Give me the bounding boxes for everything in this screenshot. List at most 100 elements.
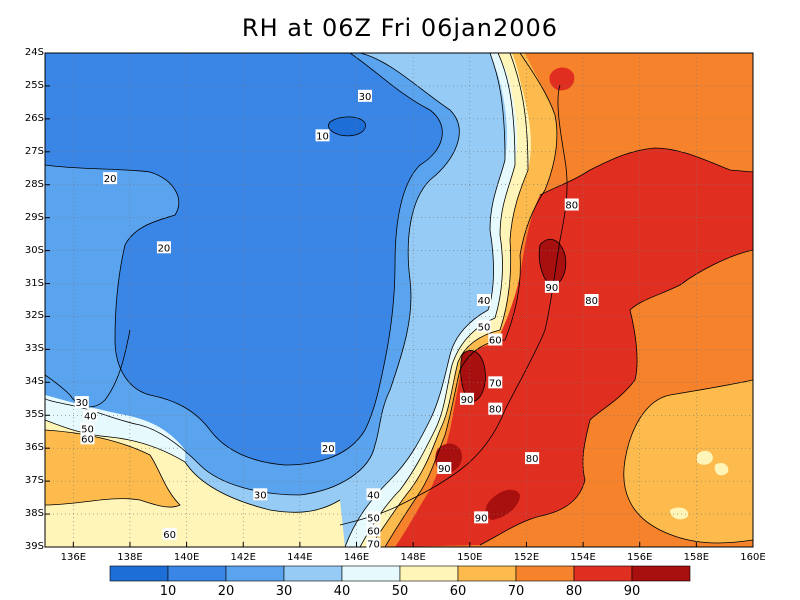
svg-text:80: 80	[585, 296, 598, 307]
contour-label: 80	[525, 452, 540, 465]
rh-band-east-90-100-se	[485, 489, 520, 520]
axis-ticks	[45, 52, 754, 548]
contour-label: 40	[366, 488, 381, 501]
contour-label: 50	[366, 511, 381, 524]
svg-text:20: 20	[158, 243, 171, 254]
svg-text:30: 30	[359, 92, 372, 103]
colorbar-swatch	[167, 565, 227, 582]
rh-band-far-east-60-70	[623, 380, 753, 543]
lat-label: 29S	[24, 211, 44, 223]
lat-label: 34S	[24, 376, 44, 388]
contour-label: 90	[474, 511, 489, 524]
rh-band-west-60-70	[45, 430, 180, 508]
contour-label: 90	[437, 461, 452, 475]
svg-text:80: 80	[526, 454, 539, 465]
svg-text:90: 90	[461, 395, 474, 406]
svg-text:60: 60	[163, 530, 176, 541]
contour-label: 30	[74, 396, 89, 409]
rh-band-far-east-50-60-c	[670, 507, 689, 520]
colorbar-swatch	[283, 565, 343, 582]
contour-label: 20	[156, 241, 171, 254]
colorbar-swatch	[109, 565, 169, 582]
contour-label: 30	[253, 488, 268, 501]
colorbar-label: 90	[623, 584, 641, 599]
map-title: RH at 06Z Fri 06jan2006	[241, 14, 559, 42]
lon-label: 146E	[343, 552, 370, 563]
contour-label: 20	[321, 442, 336, 455]
contour-label: 70	[366, 537, 381, 551]
svg-text:40: 40	[478, 296, 491, 307]
rh-band-east-90-100-central	[460, 350, 486, 402]
lon-label: 158E	[683, 552, 710, 563]
colorbar-label: 30	[275, 584, 293, 599]
contour-label: 60	[162, 527, 177, 541]
lat-label: 30S	[24, 244, 44, 256]
rh-band-east-90-100-ne	[549, 67, 575, 91]
colorbar-label: 80	[565, 584, 583, 599]
svg-text:60: 60	[81, 434, 94, 445]
contour-label: 70	[488, 376, 503, 389]
colorbar	[109, 565, 691, 582]
colorbar-label: 20	[217, 584, 235, 599]
svg-text:70: 70	[367, 540, 380, 551]
colorbar-swatch	[573, 565, 633, 582]
svg-text:40: 40	[84, 411, 97, 422]
svg-text:30: 30	[75, 398, 88, 409]
lat-label: 24S	[24, 47, 44, 58]
lat-label: 31S	[24, 277, 44, 289]
contour-label: 90	[459, 392, 474, 406]
rh-band-far-east-50-60-b	[714, 462, 729, 476]
lat-label: 33S	[24, 343, 44, 355]
lat-label: 25S	[24, 79, 44, 91]
contour-label: 20	[103, 172, 118, 185]
rh-band-0-10	[328, 116, 366, 136]
colorbar-label: 50	[391, 584, 409, 599]
svg-text:80: 80	[565, 200, 578, 211]
contour-label: 90	[544, 280, 559, 294]
lat-label: 26S	[24, 112, 44, 124]
contour-label: 40	[476, 294, 491, 307]
lon-label: 140E	[173, 552, 200, 563]
colorbar-label: 10	[159, 584, 177, 599]
svg-text:90: 90	[546, 283, 559, 294]
svg-text:70: 70	[489, 378, 502, 389]
rh-band-west-40-50	[45, 395, 185, 465]
contour-lines	[45, 53, 753, 547]
colorbar-swatch	[457, 565, 517, 582]
lat-label: 27S	[24, 145, 44, 157]
svg-text:90: 90	[475, 513, 488, 524]
lon-label: 138E	[117, 552, 143, 563]
rh-band-10-20	[45, 53, 443, 465]
colorbar-label: 70	[507, 584, 525, 599]
lon-label: 148E	[400, 552, 426, 563]
svg-text:10: 10	[316, 131, 329, 142]
coastline	[45, 84, 568, 526]
svg-text:60: 60	[489, 336, 502, 347]
contour-label: 60	[80, 432, 95, 445]
contour-label: 80	[564, 198, 579, 211]
svg-text:50: 50	[478, 322, 491, 333]
lat-label: 28S	[24, 178, 44, 190]
colorbar-swatch	[225, 565, 285, 582]
svg-text:50: 50	[367, 513, 380, 524]
lon-label: 150E	[457, 552, 483, 563]
svg-text:80: 80	[489, 405, 502, 416]
lon-label: 142E	[230, 552, 256, 563]
lat-label: 32S	[24, 310, 44, 322]
lon-label: 156E	[627, 552, 653, 563]
contour-labels: 30 10 20 20 80 90 80 40 50 60 70 90 80 30 40 50 60 20 80 90…	[74, 89, 599, 551]
lon-label: 152E	[513, 552, 540, 563]
colorbar-swatch	[631, 565, 691, 582]
rh-band-far-east-50-60-a	[697, 450, 713, 465]
colorbar-swatch	[399, 565, 459, 582]
contour-label: 50	[476, 320, 491, 333]
svg-text:20: 20	[322, 444, 335, 455]
lat-label: 35S	[24, 409, 44, 421]
lon-label: 136E	[60, 552, 87, 563]
plot-frame	[44, 52, 754, 548]
lat-label: 38S	[24, 508, 44, 520]
rh-band-east-80-90	[395, 148, 753, 547]
contour-label: 80	[584, 294, 599, 307]
svg-text:40: 40	[367, 490, 380, 501]
